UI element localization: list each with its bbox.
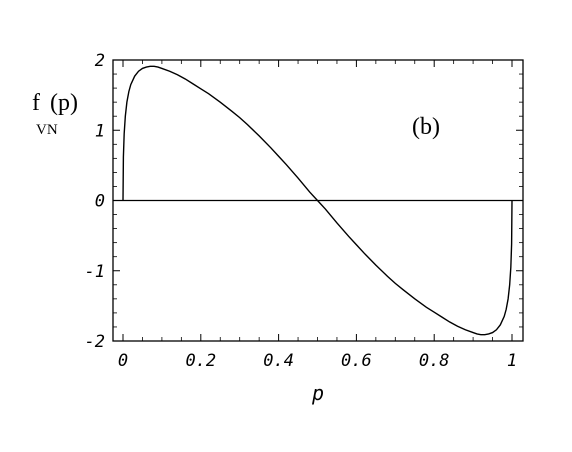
y-tick-label: 2 <box>95 51 105 71</box>
y-axis-label-argument: (p) <box>50 90 78 116</box>
y-tick-label: -2 <box>85 332 105 352</box>
y-tick-label: 1 <box>95 121 105 141</box>
y-axis-label-main: f <box>32 90 40 116</box>
y-tick-label: 0 <box>95 192 105 212</box>
x-axis-label: p <box>311 381 324 405</box>
x-tick-label: 0.4 <box>263 351 294 371</box>
y-ticks: -2 -1 0 1 2 <box>85 51 523 352</box>
series-line <box>122 65 513 336</box>
x-ticks: 0 0.2 0.4 0.6 0.8 1 <box>118 60 517 371</box>
y-tick-label: -1 <box>85 262 105 282</box>
x-tick-label: 0.2 <box>185 351 216 371</box>
x-tick-label: 0 <box>118 351 128 371</box>
x-tick-label: 0.6 <box>341 351 372 371</box>
x-tick-label: 0.8 <box>419 351 450 371</box>
x-tick-label: 1 <box>507 351 517 371</box>
annotation-label: (b) <box>412 114 440 140</box>
y-axis-label-subscript: VN <box>36 122 58 138</box>
